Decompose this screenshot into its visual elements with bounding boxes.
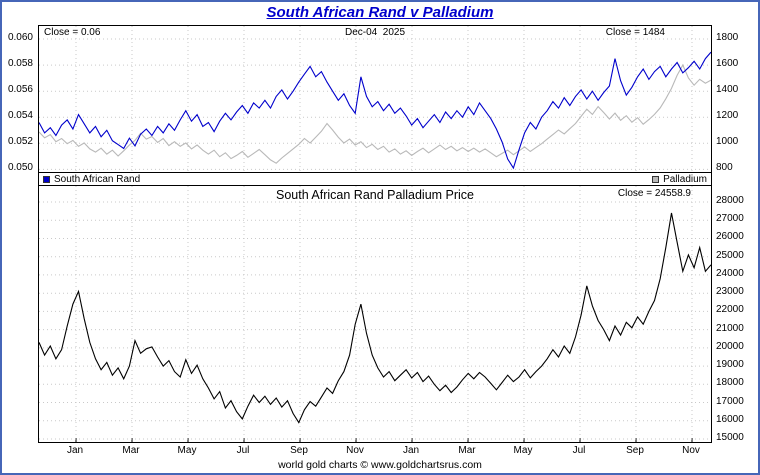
price-series-line — [39, 212, 711, 424]
date-annotation: Dec-04 2025 — [344, 27, 406, 38]
right-axis-labels-top: 1800 1600 1400 1200 1000 800 — [714, 25, 758, 173]
comparison-chart-canvas — [39, 26, 711, 172]
axis-tick-label: 0.054 — [7, 110, 33, 122]
axis-tick-label: 23000 — [716, 286, 744, 298]
rand-close-label: Close = 0.06 — [44, 27, 101, 38]
x-axis-tick-label: May — [177, 445, 197, 456]
axis-tick-label: 22000 — [716, 304, 744, 316]
legend-label-rand: South African Rand — [54, 173, 141, 185]
axis-tick-label: 16000 — [716, 413, 744, 425]
left-axis-labels: 0.060 0.058 0.056 0.054 0.052 0.050 — [2, 25, 35, 173]
price-chart-plot: South African Rand Palladium Price Close… — [38, 185, 712, 443]
axis-tick-label: 27000 — [716, 213, 744, 225]
price-chart-canvas — [39, 186, 711, 442]
rand-swatch-icon — [43, 175, 50, 183]
x-axis-tick-label: Nov — [346, 445, 364, 456]
page-title: South African Rand v Palladium — [266, 4, 494, 21]
axis-tick-label: 1400 — [716, 84, 739, 95]
comparison-chart-plot: Close = 0.06 Dec-04 2025 Close = 1484 — [38, 25, 712, 173]
axis-tick-label: 0.052 — [7, 136, 33, 148]
x-axis-tick-label: Sep — [626, 445, 644, 456]
palladium-close-label: Close = 1484 — [605, 27, 665, 38]
axis-tick-label: 1600 — [716, 58, 739, 69]
axis-tick-label: 0.050 — [7, 162, 33, 174]
axis-tick-label: 19000 — [716, 359, 744, 371]
x-axis-tick-label: Jul — [572, 445, 586, 456]
axis-tick-label: 0.060 — [7, 32, 33, 44]
legend-item-rand: South African Rand — [43, 174, 140, 185]
axis-tick-label: 25000 — [716, 249, 744, 261]
axis-tick-label: 26000 — [716, 231, 744, 243]
axis-tick-label: 0.058 — [7, 58, 33, 70]
axis-tick-label: 800 — [716, 162, 733, 173]
axis-tick-label: 24000 — [716, 267, 744, 279]
legend: South African Rand Palladium — [38, 172, 712, 186]
footer-credit: world gold charts © www.goldchartsrus.co… — [278, 459, 482, 471]
legend-label-palladium: Palladium — [663, 173, 707, 185]
axis-tick-label: 17000 — [716, 395, 744, 407]
axis-tick-label: 28000 — [716, 195, 744, 207]
axis-tick-label: 1000 — [716, 136, 739, 147]
x-axis-tick-label: Jul — [236, 445, 250, 456]
x-axis-tick-label: Jan — [66, 445, 84, 456]
x-axis-tick-label: May — [513, 445, 533, 456]
right-axis-labels-bottom: 28000 27000 26000 25000 24000 23000 22000 21000… — [714, 185, 758, 443]
palladium-swatch-icon — [652, 175, 660, 183]
x-axis-tick-label: Mar — [122, 445, 140, 456]
axis-tick-label: 15000 — [716, 431, 744, 443]
rand-series-line — [39, 51, 711, 170]
x-axis-labels: Jan Mar May Jul Sep Nov Jan Mar May Jul Sep Nov — [38, 445, 712, 457]
x-axis-tick-label: Nov — [682, 445, 700, 456]
axis-tick-label: 0.056 — [7, 84, 33, 96]
price-chart-title: South African Rand Palladium Price — [275, 188, 475, 202]
axis-tick-label: 1200 — [716, 110, 739, 121]
axis-tick-label: 21000 — [716, 322, 744, 334]
x-axis-tick-label: Jan — [402, 445, 420, 456]
palladium-series-line — [39, 63, 711, 164]
legend-item-palladium: Palladium — [652, 174, 707, 185]
axis-tick-label: 18000 — [716, 377, 744, 389]
price-close-label: Close = 24558.9 — [617, 188, 691, 199]
axis-tick-label: 1800 — [716, 32, 739, 43]
axis-tick-label: 20000 — [716, 340, 744, 352]
x-axis-tick-label: Mar — [458, 445, 476, 456]
x-axis-tick-label: Sep — [290, 445, 308, 456]
